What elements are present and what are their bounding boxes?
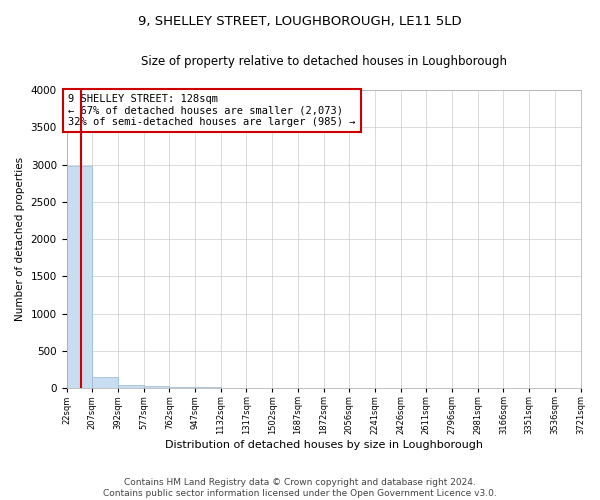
Y-axis label: Number of detached properties: Number of detached properties	[15, 157, 25, 321]
Bar	[143, 386, 169, 388]
Title: Size of property relative to detached houses in Loughborough: Size of property relative to detached ho…	[140, 55, 506, 68]
Bar	[67, 166, 92, 388]
Text: 9 SHELLEY STREET: 128sqm
← 67% of detached houses are smaller (2,073)
32% of sem: 9 SHELLEY STREET: 128sqm ← 67% of detach…	[68, 94, 355, 127]
Bar	[92, 377, 118, 388]
Bar	[169, 387, 195, 388]
X-axis label: Distribution of detached houses by size in Loughborough: Distribution of detached houses by size …	[164, 440, 482, 450]
Text: 9, SHELLEY STREET, LOUGHBOROUGH, LE11 5LD: 9, SHELLEY STREET, LOUGHBOROUGH, LE11 5L…	[138, 15, 462, 28]
Bar	[118, 385, 143, 388]
Text: Contains HM Land Registry data © Crown copyright and database right 2024.
Contai: Contains HM Land Registry data © Crown c…	[103, 478, 497, 498]
